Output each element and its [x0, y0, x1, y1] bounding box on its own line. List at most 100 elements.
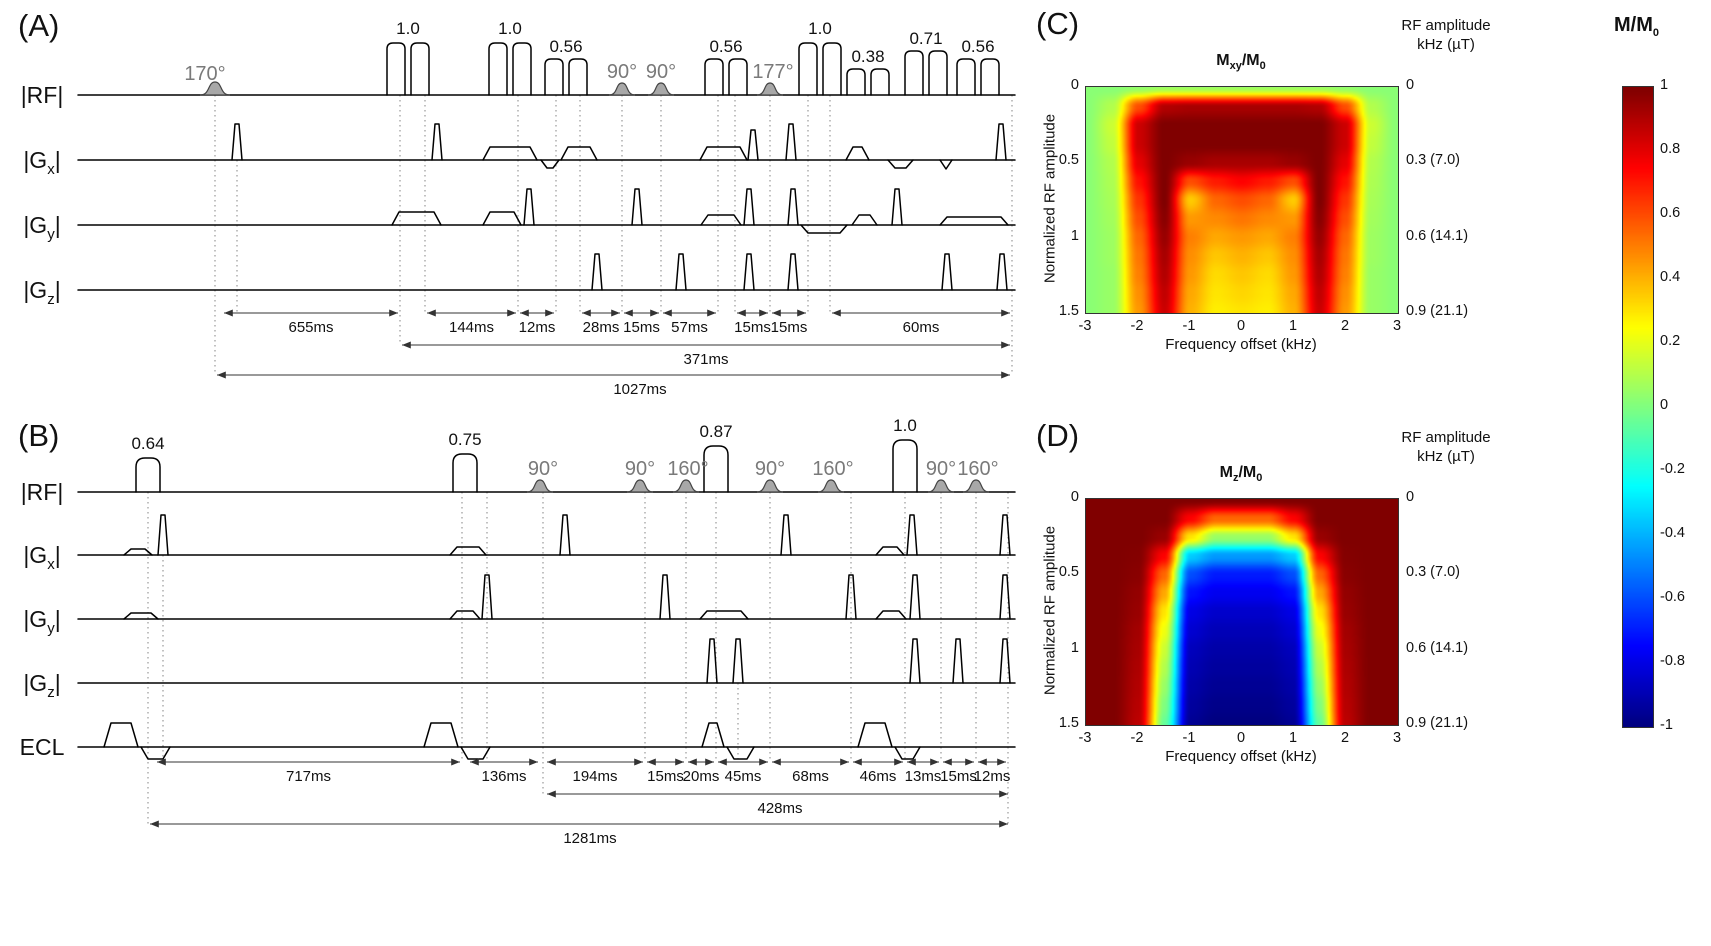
panel-d-xlabel: Frequency offset (kHz) [1165, 748, 1317, 765]
rf-soft-pulse [626, 479, 654, 493]
axis-tick: 1 [1288, 318, 1298, 334]
gradient-trapezoid [845, 146, 870, 161]
pulse-label: 0.56 [549, 37, 582, 56]
gradient-blip [659, 574, 671, 620]
timing-label: 13ms [905, 768, 942, 785]
pulse-label: 0.71 [909, 29, 942, 48]
right-axis-title-line1: RF amplitude [1401, 429, 1491, 446]
timing-label: 136ms [481, 768, 526, 785]
gradient-blip [675, 253, 687, 291]
pulse-label: 0.56 [709, 37, 742, 56]
axis-tick: 0 [1070, 489, 1079, 505]
gradient-dip [800, 224, 848, 234]
gradient-blip [706, 638, 718, 684]
rf-pulse-pair [544, 58, 564, 96]
timing-label: 144ms [449, 319, 494, 336]
gradient-dip [726, 746, 755, 760]
gradient-blip [732, 638, 744, 684]
gradient-blip [845, 574, 857, 620]
rf-soft-pulse [199, 81, 231, 96]
colorbar-label-sub: 0 [1652, 27, 1660, 39]
pulse-label: 0.87 [699, 422, 732, 441]
axis-tick: 1 [1288, 730, 1298, 746]
rf-pulse-pair [904, 50, 924, 96]
rf-pulse-pair [488, 42, 508, 96]
pulse-label: 177° [752, 61, 793, 83]
pulse-label: 1.0 [396, 19, 420, 38]
timing-label: 15ms [940, 768, 977, 785]
axis-tick: -2 [1130, 318, 1144, 334]
pulse-label: 0.56 [961, 37, 994, 56]
rf-pulse-pair [928, 50, 948, 96]
axis-tick: 0.9 (21.1) [1406, 715, 1469, 731]
panel-a-letter: (A) [18, 8, 60, 43]
row-label: |RF| [21, 479, 64, 505]
gradient-trapezoid [560, 146, 598, 161]
pulse-label: 170° [184, 63, 225, 85]
axis-tick: -2 [1130, 730, 1144, 746]
rf-pulse-pair [798, 42, 818, 96]
gradient-trapezoid [875, 610, 907, 620]
timing-label: 1027ms [613, 381, 666, 398]
pulse-label: 160° [667, 458, 708, 480]
pulse-label: 1.0 [498, 19, 522, 38]
pulse-label: 0.75 [448, 430, 481, 449]
timing-label: 20ms [683, 768, 720, 785]
gradient-blip [787, 253, 799, 291]
panel-d: (D) Mz/M0 RF amplitude kHz (µT) Normaliz… [1030, 412, 1520, 824]
gradient-trapezoid [103, 722, 139, 748]
axis-tick: 0.3 (7.0) [1406, 152, 1460, 169]
axis-tick: 0.9 (21.1) [1406, 303, 1469, 319]
pulse-label: 1.0 [893, 416, 917, 435]
rf-soft-pulse [526, 479, 554, 493]
pulse-label: 0.38 [851, 47, 884, 66]
gradient-trapezoid [939, 216, 1009, 226]
gradient-blip [999, 638, 1011, 684]
axis-tick: 3 [1392, 318, 1402, 334]
gradient-blip [631, 188, 643, 226]
gradient-trapezoid [123, 548, 153, 556]
gradient-trapezoid [699, 146, 748, 161]
timing-label: 28ms [583, 319, 620, 336]
gradient-blip [231, 123, 243, 161]
panel-d-heatmap-canvas [1085, 498, 1399, 726]
timing-label: 57ms [671, 319, 708, 336]
timing-label: 371ms [683, 351, 728, 368]
gradient-dip [140, 746, 171, 760]
gradient-blip [157, 514, 169, 556]
timing-label: 60ms [903, 319, 940, 336]
rf-pulse-pair [956, 58, 976, 96]
gradient-blip [780, 514, 792, 556]
timing-label: 12ms [519, 319, 556, 336]
timing-label: 15ms [623, 319, 660, 336]
pulse-label: 90° [926, 458, 956, 480]
axis-tick: 0 [1070, 77, 1079, 93]
gradient-dip [894, 746, 921, 760]
axis-tick: 0.6 (14.1) [1406, 227, 1469, 244]
row-label: |Gy| [23, 212, 60, 243]
rf-pulse-pair [568, 58, 588, 96]
rf-soft-pulse [817, 479, 845, 493]
rf-pulse-pair [870, 68, 890, 96]
axis-tick: -1 [1182, 318, 1196, 334]
panel-c: (C) Mxy/M0 RF amplitude kHz (µT) Normali… [1030, 0, 1520, 412]
axis-tick: -0.2 [1660, 461, 1685, 477]
axis-tick: 0.3 (7.0) [1406, 564, 1460, 581]
timing-label: 1281ms [563, 830, 616, 847]
axis-tick: 2 [1340, 730, 1350, 746]
gradient-blip [747, 129, 759, 161]
title-m: M [1216, 52, 1230, 69]
timing-label: 15ms [771, 319, 808, 336]
rf-soft-pulse [962, 479, 990, 493]
rf-pulse-pair [980, 58, 1000, 96]
gradient-blip [785, 123, 797, 161]
axis-tick: 0.8 [1660, 141, 1681, 157]
timing-label: 15ms [734, 319, 771, 336]
axis-tick: 0.4 [1660, 269, 1681, 285]
panel-d-title: Mz/M0 [1085, 464, 1397, 484]
axis-tick: -0.6 [1660, 589, 1685, 605]
right-axis-title-line1: RF amplitude [1401, 17, 1491, 34]
pulse-label: 90° [625, 458, 655, 480]
gradient-blip [743, 253, 755, 291]
